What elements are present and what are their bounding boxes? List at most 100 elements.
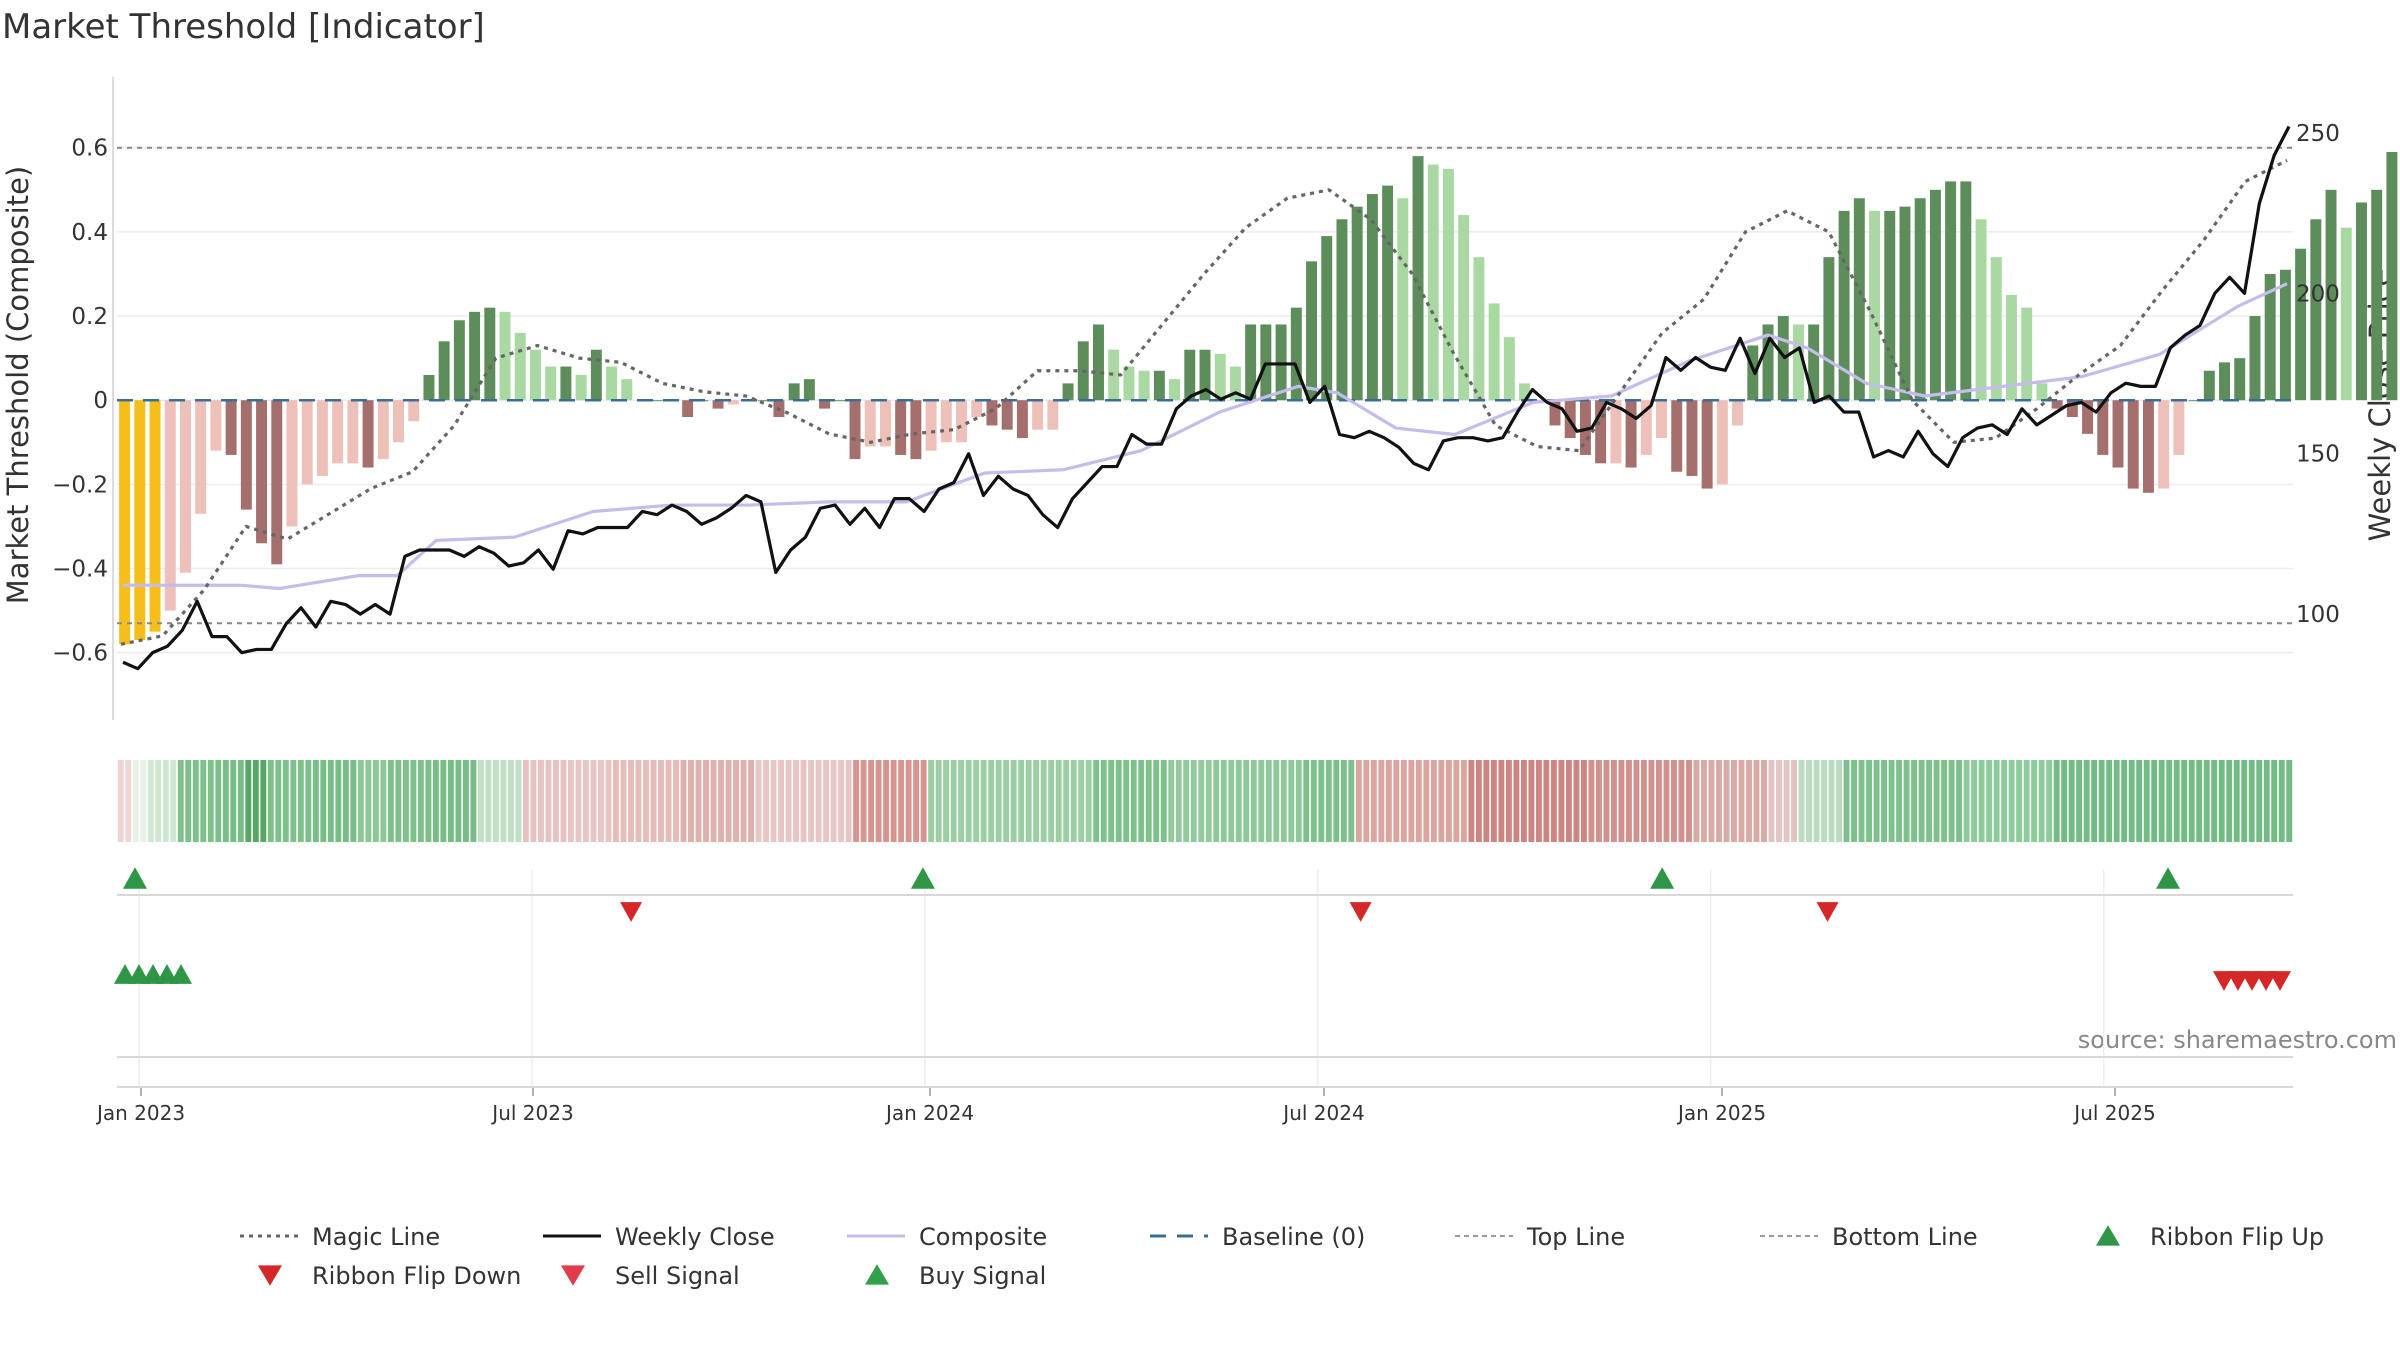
ribbon-cell	[1333, 760, 1340, 842]
composite-bar	[484, 307, 496, 401]
ribbon-cell	[1145, 760, 1152, 842]
ribbon-cell	[1258, 760, 1265, 842]
ribbon-cell	[883, 760, 890, 842]
composite-bar	[2219, 362, 2231, 401]
ribbon-cell	[132, 760, 139, 842]
ribbon-flip-down-marker	[2255, 971, 2277, 991]
composite-bar	[1397, 198, 1409, 401]
composite-bar	[453, 320, 465, 401]
ribbon-cell	[2091, 760, 2098, 842]
ribbon-cell	[928, 760, 935, 842]
ribbon-cell	[260, 760, 267, 842]
ribbon-cell	[1686, 760, 1692, 842]
ribbon-cell	[2226, 760, 2233, 842]
composite-bar	[940, 400, 952, 443]
ribbon-cell	[785, 760, 792, 842]
ribbon-cell	[1085, 760, 1092, 842]
ribbon-cell	[2233, 760, 2240, 842]
composite-bar	[1062, 383, 1074, 401]
ribbon-cell	[1100, 760, 1107, 842]
ribbon-cell	[560, 760, 567, 842]
ribbon-cell	[658, 760, 664, 842]
ribbon-cell	[140, 760, 147, 842]
y-axis-label: Market Threshold (Composite)	[1, 166, 35, 604]
ribbon-cell	[1821, 760, 1827, 842]
legend-label: Baseline (0)	[1222, 1223, 1365, 1251]
composite-bar	[2082, 400, 2094, 434]
composite-bar	[1990, 257, 2002, 401]
sell-signal-marker	[620, 902, 643, 922]
ribbon-cell	[605, 760, 612, 842]
ribbon-cell	[823, 760, 830, 842]
composite-bar	[1701, 400, 1713, 489]
composite-bar	[2355, 202, 2367, 401]
ribbon-cell	[2241, 760, 2248, 842]
ribbon-cell	[1078, 760, 1085, 842]
ribbon-cell	[1303, 760, 1310, 842]
ribbon-cell	[1843, 760, 1850, 842]
composite-bar	[895, 400, 907, 455]
buy-signal-marker	[2156, 867, 2180, 889]
ribbon-cell	[1108, 760, 1115, 842]
composite-bar	[1503, 337, 1515, 401]
ribbon-cell	[2158, 760, 2165, 842]
legend-item: Baseline (0)	[1150, 1223, 1365, 1251]
legend-item: Buy Signal	[865, 1262, 1046, 1290]
ribbon-cell	[2083, 760, 2090, 842]
composite-bar	[1382, 185, 1394, 401]
ribbon-cell	[1003, 760, 1010, 842]
ribbon-cell	[357, 760, 364, 842]
ribbon-cell	[1468, 760, 1475, 842]
ribbon-cell	[1160, 760, 1167, 842]
composite-bar	[758, 400, 770, 402]
ribbon-cell	[830, 760, 837, 842]
ribbon-cell	[1528, 760, 1535, 842]
ribbon-cell	[2053, 760, 2060, 842]
ribbon-cell	[1183, 760, 1190, 842]
ribbon-cell	[275, 760, 282, 842]
ribbon-cell	[770, 760, 777, 842]
ribbon-cell	[890, 760, 897, 842]
ribbon-cell	[860, 760, 867, 842]
ribbon-cell	[1475, 760, 1482, 842]
ribbon-cell	[1235, 760, 1242, 842]
ribbon-cell	[2001, 760, 2008, 842]
composite-bar	[1138, 370, 1150, 401]
ribbon-cell	[477, 760, 484, 842]
ribbon-cell	[125, 760, 132, 842]
composite-bar	[2051, 400, 2063, 409]
composite-bar	[1351, 206, 1363, 401]
ribbon-cell	[1220, 760, 1227, 842]
ribbon-cell	[1378, 760, 1385, 842]
ribbon-cell	[665, 760, 672, 842]
ribbon-cell	[1836, 760, 1842, 842]
ribbon-cell	[1063, 760, 1070, 842]
ribbon-cell	[988, 760, 995, 842]
ribbon-cell	[2031, 760, 2038, 842]
composite-bar	[1884, 210, 1896, 401]
composite-bar	[2234, 358, 2246, 401]
ribbon-cell	[1610, 760, 1617, 842]
composite-bar	[621, 379, 633, 401]
composite-bar	[469, 311, 481, 401]
buy-signal-marker	[1650, 867, 1675, 889]
ribbon-cell	[733, 760, 739, 842]
ribbon-cell	[410, 760, 417, 842]
ribbon-cell	[470, 760, 477, 842]
ribbon-cell	[1520, 760, 1527, 842]
composite-bar	[1306, 261, 1317, 401]
ribbon-cell	[1483, 760, 1490, 842]
ribbon-cell	[335, 760, 342, 842]
ribbon-cell	[155, 760, 162, 842]
composite-bar	[834, 400, 846, 402]
ribbon-cell	[1993, 760, 2000, 842]
ribbon-cell	[440, 760, 447, 842]
ribbon-cell	[973, 760, 980, 842]
ribbon-cell	[305, 760, 312, 842]
ribbon-cell	[1243, 760, 1250, 842]
composite-bar	[606, 366, 618, 401]
composite-bar	[682, 400, 694, 418]
composite-bar	[1945, 181, 1957, 401]
source-label: source: sharemaestro.com	[2078, 1026, 2397, 1054]
ribbon-cell	[1423, 760, 1430, 842]
